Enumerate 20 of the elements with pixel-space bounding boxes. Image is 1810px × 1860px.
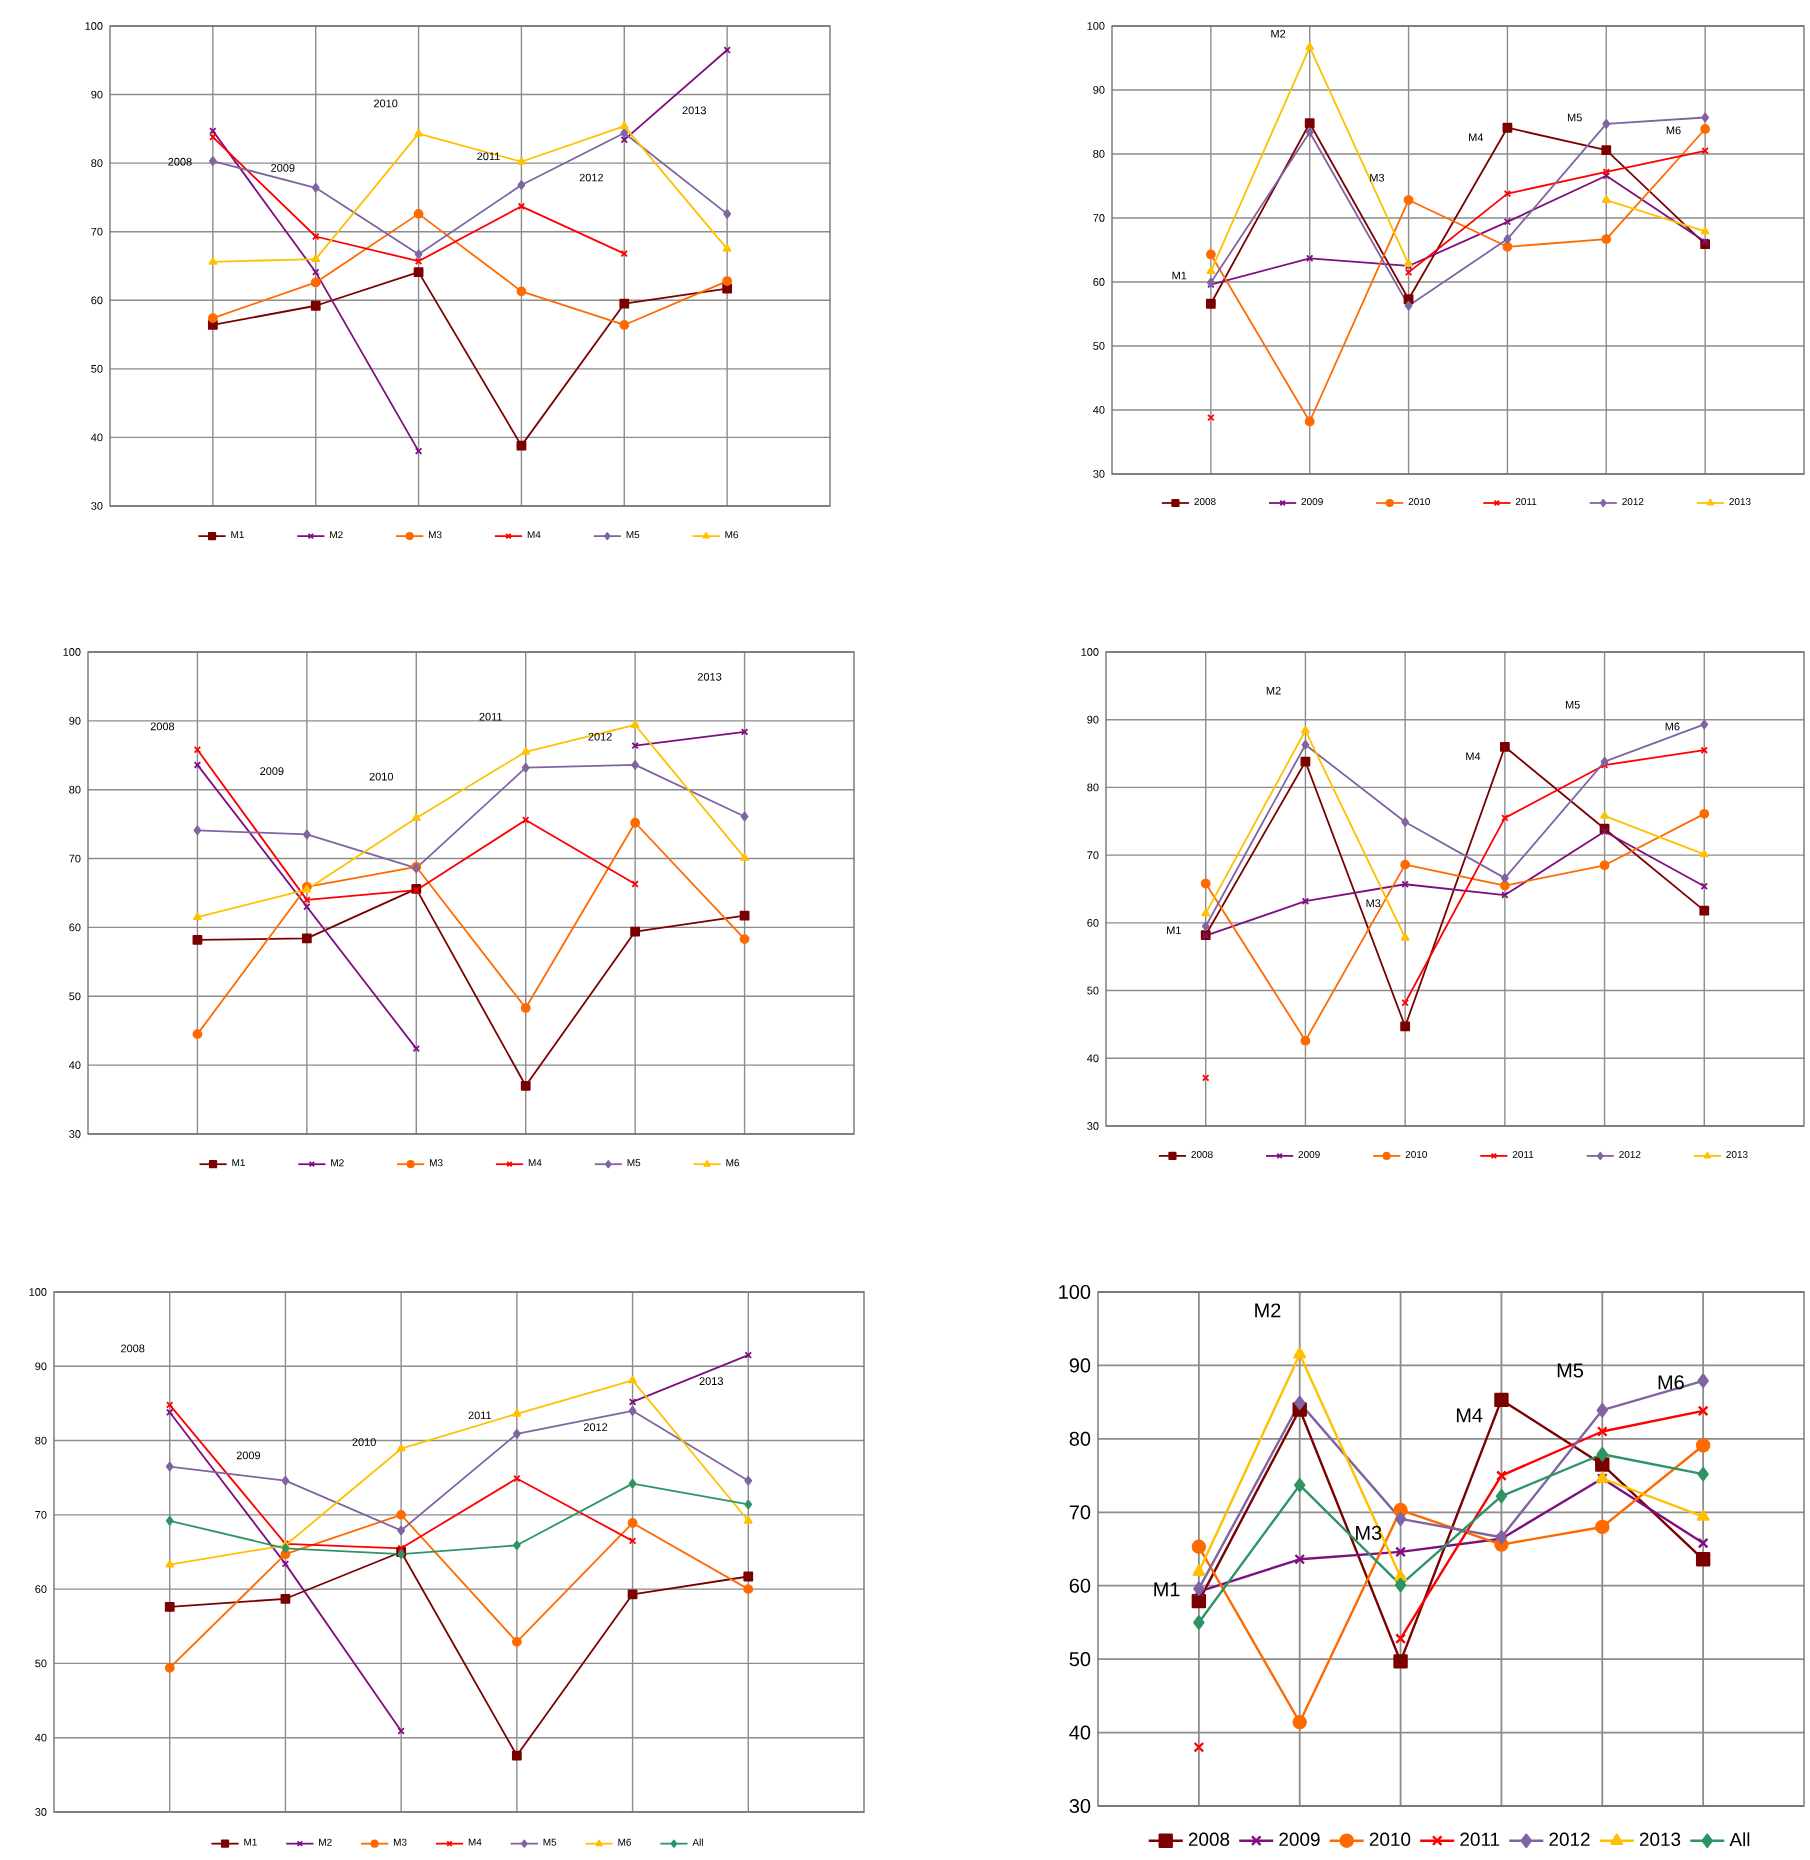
legend-label: 2012 <box>1549 1832 1590 1846</box>
y-tick-label: 100 <box>1059 1284 1091 1300</box>
legend-label: All <box>1729 1832 1750 1847</box>
legend-label: 2013 <box>1639 1832 1681 1846</box>
annotation: M4 <box>1456 1408 1483 1423</box>
annotation: M5 <box>1557 1363 1584 1378</box>
y-tick-label: 70 <box>1069 1505 1091 1520</box>
y-tick-label: 80 <box>1069 1431 1091 1446</box>
legend-label: 2010 <box>1369 1832 1411 1846</box>
y-tick-label: 50 <box>1069 1652 1091 1667</box>
y-tick-label: 30 <box>1069 1798 1091 1814</box>
y-tick-label: 40 <box>1069 1725 1091 1740</box>
legend-label: 2011 <box>1460 1832 1500 1846</box>
annotation: M6 <box>1658 1375 1684 1390</box>
annotation: M2 <box>1255 1303 1281 1318</box>
y-tick-label: 90 <box>1069 1358 1091 1373</box>
legend-label: 2008 <box>1188 1832 1230 1846</box>
legend-label: 2009 <box>1279 1832 1320 1846</box>
annotation: M1 <box>1154 1582 1180 1597</box>
y-tick-label: 60 <box>1069 1578 1091 1593</box>
